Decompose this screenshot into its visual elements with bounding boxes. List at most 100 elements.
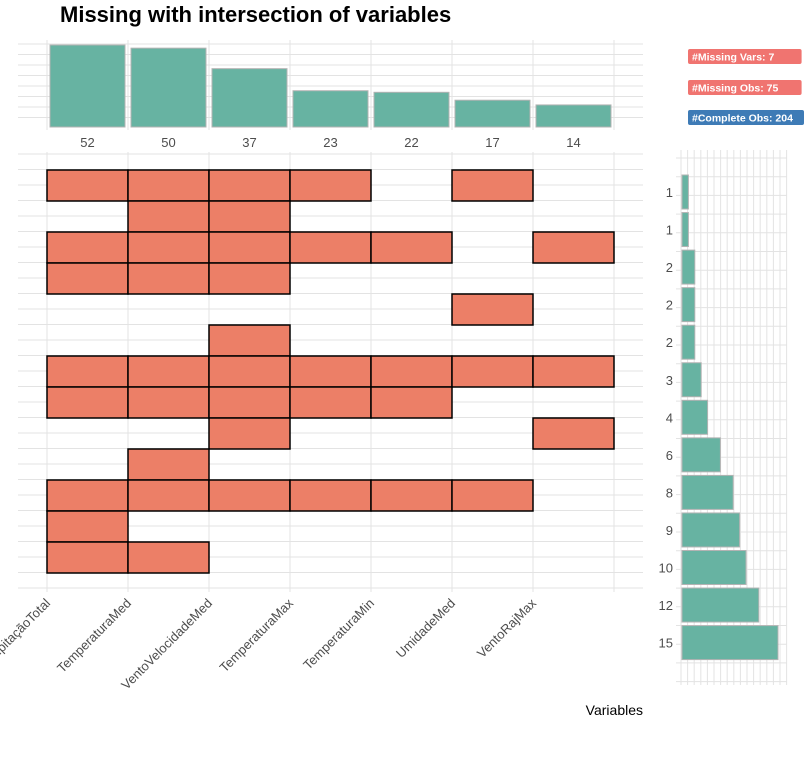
variable-missing-bar: [373, 91, 450, 128]
intersection-size-label: 4: [666, 410, 673, 425]
intersection-tile: [208, 169, 291, 202]
x-axis-title: Variables: [586, 702, 643, 718]
intersection-size-bar: [681, 324, 696, 360]
intersection-tile: [370, 231, 453, 264]
intersection-size-bar: [681, 437, 721, 473]
intersection-tile: [127, 386, 210, 419]
intersection-size-label: 9: [666, 523, 673, 538]
variable-missing-bar: [211, 68, 288, 128]
variable-tick-label: TemperaturaMed: [54, 596, 134, 676]
intersection-tile: [46, 231, 129, 264]
intersection-tile: [46, 386, 129, 419]
intersection-tile: [451, 355, 534, 388]
intersection-tile: [208, 231, 291, 264]
intersection-tile: [370, 386, 453, 419]
summary-badge: [688, 80, 802, 95]
variable-missing-bar: [454, 99, 531, 128]
intersection-size-label: 8: [666, 485, 673, 500]
intersection-tile: [289, 169, 372, 202]
intersection-tile: [127, 355, 210, 388]
variable-missing-label: 17: [485, 135, 499, 150]
intersection-tile: [46, 479, 129, 512]
intersection-tile: [208, 386, 291, 419]
intersection-tile: [208, 200, 291, 233]
summary-badges: #Missing Vars: 7 #Missing Obs: 75 #Complet…: [688, 49, 804, 125]
intersection-tile: [46, 262, 129, 295]
variable-missing-label: 37: [242, 135, 256, 150]
intersection-tile: [451, 169, 534, 202]
intersection-size-bar: [681, 174, 689, 210]
intersection-tile: [208, 479, 291, 512]
intersection-size-bar: [681, 212, 689, 248]
intersection-tile: [127, 479, 210, 512]
intersection-size-bar: [681, 362, 702, 398]
intersection-size-label: 1: [666, 185, 673, 200]
variable-missing-label: 52: [80, 135, 94, 150]
intersection-size-label: 10: [659, 561, 673, 576]
variable-missing-bar: [49, 44, 126, 128]
intersection-tile: [127, 169, 210, 202]
variable-missing-bar: [535, 104, 612, 128]
intersection-tile: [289, 479, 372, 512]
variable-missing-label: 23: [323, 135, 337, 150]
summary-badge-label: #Missing Vars: 7: [692, 52, 774, 64]
intersection-tile: [208, 355, 291, 388]
variable-tick-label: VentoVelocidadeMed: [118, 596, 215, 693]
variable-tick-label: TemperaturaMax: [217, 595, 297, 675]
intersection-size-bar: [681, 587, 760, 623]
intersection-tile: [46, 355, 129, 388]
variable-missing-bar: [130, 47, 207, 128]
variable-tick-label: VentoRajMax: [474, 595, 540, 661]
intersection-size-bar: [681, 287, 696, 323]
variable-tick-label: TemperaturaMin: [300, 596, 377, 673]
chart-title: Missing with intersection of variables: [60, 2, 451, 27]
intersection-size-bar: [681, 249, 696, 285]
variable-missing-label: 14: [566, 135, 580, 150]
intersection-tile: [208, 262, 291, 295]
intersection-size-bar: [681, 474, 734, 510]
intersection-tile: [127, 541, 210, 574]
intersection-tile: [127, 448, 210, 481]
variable-missing-label: 22: [404, 135, 418, 150]
intersection-tile: [451, 479, 534, 512]
intersection-size-label: 15: [659, 636, 673, 651]
intersection-tile: [289, 386, 372, 419]
intersection-tile: [370, 355, 453, 388]
intersection-tile: [127, 200, 210, 233]
intersection-tile: [532, 355, 615, 388]
variable-missing-labels: 52 50 37 23 22 17 14: [80, 135, 580, 150]
variable-missing-bar: [292, 90, 369, 128]
intersection-tile: [370, 479, 453, 512]
intersection-size-label: 3: [666, 373, 673, 388]
intersection-tile: [289, 355, 372, 388]
intersection-tile: [289, 231, 372, 264]
intersection-size-bars: [681, 174, 779, 661]
variable-tick-label: PrecipitaçãoTotal: [0, 595, 53, 676]
intersection-size-bar: [681, 625, 779, 661]
summary-badge: [688, 110, 804, 125]
intersection-tile: [532, 231, 615, 264]
intersection-size-bar: [681, 550, 747, 585]
intersection-tile: [46, 510, 129, 543]
intersection-size-bar: [681, 399, 709, 435]
variable-missing-bars: [49, 44, 612, 128]
intersection-size-label: 2: [666, 260, 673, 275]
intersection-size-label: 12: [659, 598, 673, 613]
intersection-tile: [208, 324, 291, 357]
intersection-tile: [532, 417, 615, 450]
intersection-size-label: 6: [666, 448, 673, 463]
intersection-size-label: 2: [666, 335, 673, 350]
variable-missing-label: 50: [161, 135, 175, 150]
variable-tick-labels: PrecipitaçãoTotal TemperaturaMedVentoVelo…: [0, 595, 539, 692]
intersection-tile: [451, 293, 534, 326]
intersection-size-label: 1: [666, 223, 673, 238]
summary-badge: [688, 49, 802, 64]
intersection-matrix: [46, 169, 615, 574]
intersection-size-bar: [681, 512, 741, 548]
variable-tick-label: UmidadeMed: [393, 596, 458, 661]
summary-badge-label: #Complete Obs: 204: [692, 113, 793, 125]
intersection-tile: [46, 169, 129, 202]
intersection-size-label: 2: [666, 298, 673, 313]
